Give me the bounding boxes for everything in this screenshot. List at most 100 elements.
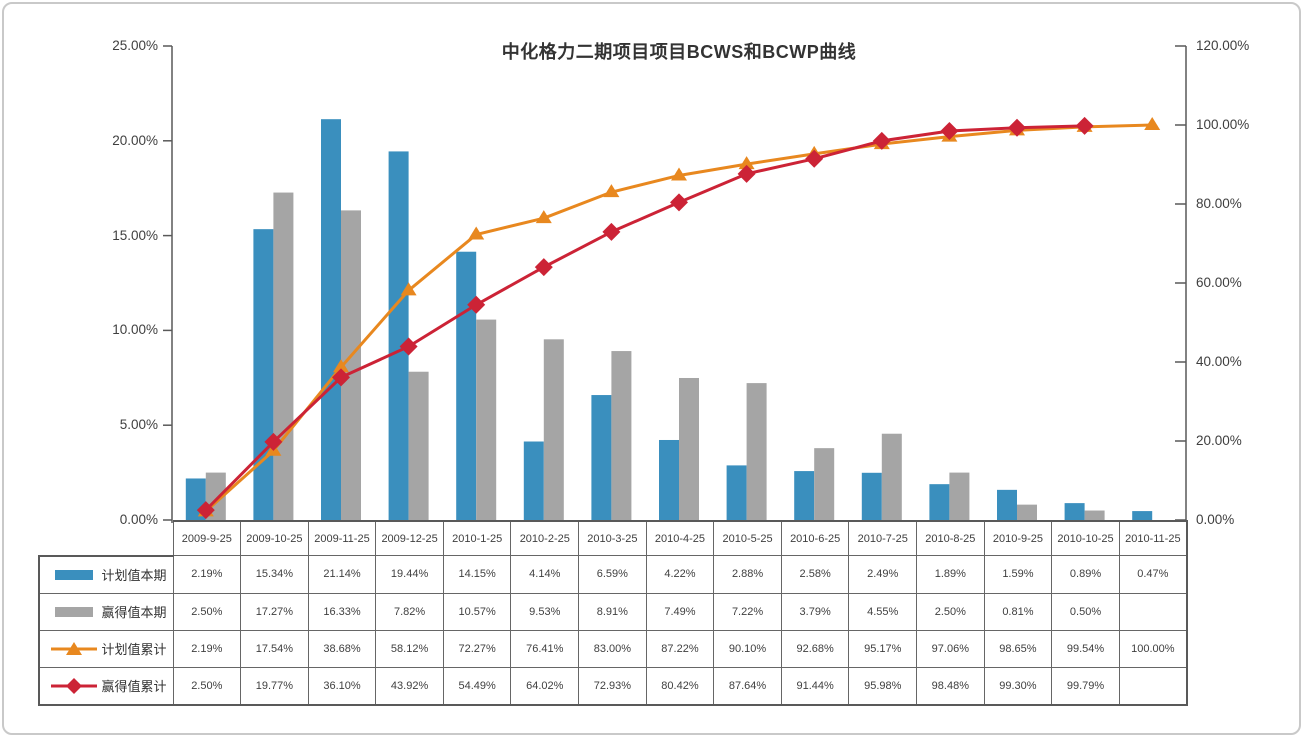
table-value-cell: 72.27% (442, 629, 512, 668)
table-value-cell: 3.79% (780, 592, 850, 631)
table-value-cell: 16.33% (307, 592, 377, 631)
right-axis-tick-label: 40.00% (1196, 354, 1242, 369)
table-header-date: 2009-9-25 (172, 520, 242, 556)
table-header-date: 2010-4-25 (645, 520, 715, 556)
table-value-cell: 19.77% (240, 666, 309, 706)
table-value-cell: 64.02% (510, 666, 580, 706)
legend-label: 赢得值累计 (101, 679, 167, 694)
table-value-cell: 76.41% (510, 629, 580, 668)
table-value-cell: 58.12% (375, 629, 444, 668)
table-value-cell: 98.48% (916, 666, 985, 706)
table-header-date: 2010-9-25 (983, 520, 1053, 556)
table-value-cell: 99.54% (1051, 629, 1120, 668)
table-value-cell: 2.50% (172, 592, 242, 631)
table-value-cell: 98.65% (983, 629, 1053, 668)
table-value-cell (1118, 592, 1188, 631)
chart-data-table: 2009-9-25 2009-10-25 2009-11-25 2009-12-25 2… (38, 520, 1188, 706)
table-header-date: 2010-5-25 (713, 520, 782, 556)
table-value-cell: 17.27% (240, 592, 309, 631)
table-value-cell (1118, 666, 1188, 706)
table-value-cell: 10.57% (442, 592, 512, 631)
table-value-cell: 100.00% (1118, 629, 1188, 668)
table-value-cell: 15.34% (240, 555, 309, 594)
table-value-cell: 87.64% (713, 666, 782, 706)
table-value-cell: 17.54% (240, 629, 309, 668)
table-value-cell: 83.00% (578, 629, 647, 668)
right-axis-tick-label: 60.00% (1196, 275, 1242, 290)
table-value-cell: 2.19% (172, 629, 242, 668)
left-axis-tick-label: 20.00% (112, 132, 158, 148)
table-header-date: 2010-10-25 (1051, 520, 1120, 556)
table-value-cell: 2.58% (780, 555, 850, 594)
table-value-cell: 21.14% (307, 555, 377, 594)
table-value-cell: 4.22% (645, 555, 715, 594)
table-value-cell: 14.15% (442, 555, 512, 594)
table-header-date: 2010-3-25 (578, 520, 647, 556)
table-value-cell: 38.68% (307, 629, 377, 668)
right-axis-tick-label: 80.00% (1196, 196, 1242, 211)
table-value-cell: 0.81% (983, 592, 1053, 631)
left-axis-tick-label: 25.00% (112, 38, 158, 53)
table-value-cell: 2.50% (172, 666, 242, 706)
table-value-cell: 9.53% (510, 592, 580, 631)
table-value-cell: 7.22% (713, 592, 782, 631)
table-value-cell: 2.88% (713, 555, 782, 594)
right-axis-tick-label: 20.00% (1196, 433, 1242, 448)
table-value-cell: 7.49% (645, 592, 715, 631)
table-value-cell: 43.92% (375, 666, 444, 706)
right-axis-tick-label: 0.00% (1196, 512, 1235, 527)
table-row: 计划值本期 2.19% 15.34% 21.14% 19.44% 14.15% 4.14% 6… (38, 554, 1188, 594)
table-row: 计划值累计 2.19% 17.54% 38.68% 58.12% 72.27% 76.41%… (38, 629, 1188, 668)
table-value-cell: 0.50% (1051, 592, 1120, 631)
chart-title: 中化格力二期项目项目BCWS和BCWP曲线 (501, 42, 857, 62)
table-value-cell: 8.91% (578, 592, 647, 631)
table-value-cell: 4.55% (848, 592, 918, 631)
table-header-date: 2010-8-25 (916, 520, 985, 556)
table-value-cell: 87.22% (645, 629, 715, 668)
line-earned-cumulative (196, 116, 1094, 520)
table-header-date: 2009-11-25 (307, 520, 377, 556)
table-value-cell: 95.98% (848, 666, 918, 706)
table-value-cell: 99.79% (1051, 666, 1120, 706)
table-header-date: 2010-11-25 (1118, 520, 1188, 556)
legend-bar-swatch-icon (55, 569, 94, 580)
table-value-cell: 0.47% (1118, 555, 1188, 594)
left-axis-tick-label: 10.00% (112, 322, 158, 338)
legend-diamond-marker-icon (51, 677, 98, 694)
table-value-cell: 1.59% (983, 555, 1053, 594)
table-row: 赢得值累计 2.50% 19.77% 36.10% 43.92% 54.49% 64.02%… (38, 666, 1188, 706)
legend-label: 计划值本期 (101, 568, 167, 583)
table-row: 赢得值本期 2.50% 17.27% 16.33% 7.82% 10.57% 9.53% 8.… (38, 592, 1188, 631)
right-axis-tick-label: 120.00% (1196, 38, 1250, 53)
left-axis (163, 45, 173, 523)
table-value-cell: 2.50% (916, 592, 985, 631)
table-value-cell: 92.68% (780, 629, 850, 668)
right-axis-tick-label: 100.00% (1196, 117, 1250, 132)
table-value-cell: 7.82% (375, 592, 444, 631)
table-header-date: 2009-10-25 (240, 520, 309, 556)
legend-label: 赢得值本期 (101, 605, 167, 620)
table-value-cell: 90.10% (713, 629, 782, 668)
right-axis (1175, 45, 1187, 523)
bars-planned-current (185, 119, 1153, 520)
table-value-cell: 80.42% (645, 666, 715, 706)
table-value-cell: 36.10% (307, 666, 377, 706)
legend-bar-swatch-icon (55, 606, 94, 617)
legend-cell: 赢得值累计 (38, 666, 174, 706)
table-header-date: 2010-7-25 (848, 520, 918, 556)
legend-cell: 计划值本期 (38, 554, 174, 594)
table-value-cell: 19.44% (375, 555, 444, 594)
table-value-cell: 99.30% (983, 666, 1053, 706)
legend-triangle-marker-icon (51, 641, 98, 655)
table-value-cell: 97.06% (916, 629, 985, 668)
table-value-cell: 1.89% (916, 555, 985, 594)
table-header-date: 2010-2-25 (510, 520, 580, 556)
left-axis-tick-label: 5.00% (119, 417, 158, 433)
legend-cell: 计划值累计 (38, 629, 174, 668)
table-header-date: 2009-12-25 (375, 520, 444, 556)
legend-label: 计划值累计 (101, 642, 167, 657)
left-axis-tick-label: 0.00% (119, 512, 158, 527)
table-corner-cell (39, 521, 173, 556)
